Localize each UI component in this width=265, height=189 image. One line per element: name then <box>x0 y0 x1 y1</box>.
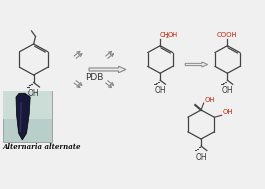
Text: OH: OH <box>154 86 166 95</box>
Text: OH: OH <box>28 90 39 98</box>
Text: PDB: PDB <box>85 73 103 82</box>
Bar <box>3 91 52 119</box>
Text: OH: OH <box>222 109 233 115</box>
Polygon shape <box>20 102 22 132</box>
Polygon shape <box>89 66 126 73</box>
Text: OH: OH <box>195 153 207 162</box>
Polygon shape <box>16 93 30 140</box>
Polygon shape <box>185 62 208 67</box>
Text: COOH: COOH <box>217 32 238 38</box>
Text: OH: OH <box>204 97 215 102</box>
Text: OH: OH <box>167 32 178 38</box>
Text: 2: 2 <box>166 34 169 39</box>
Text: OH: OH <box>222 86 233 95</box>
Text: CH: CH <box>160 32 169 38</box>
Bar <box>3 91 52 142</box>
Text: Alternaria alternate: Alternaria alternate <box>3 143 81 151</box>
